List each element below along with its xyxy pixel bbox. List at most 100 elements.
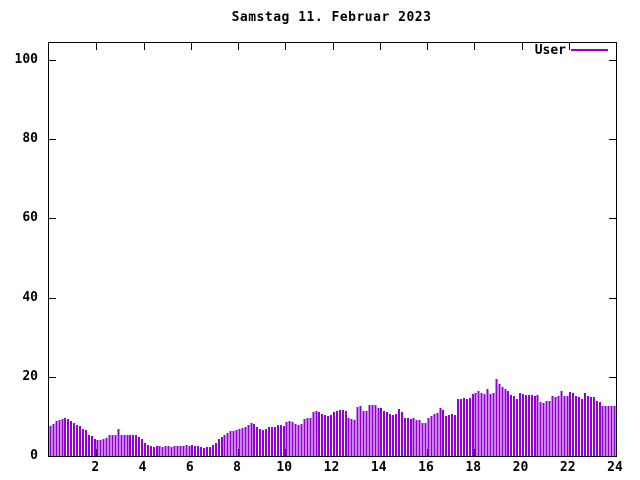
bar [412, 418, 415, 456]
bar [143, 443, 146, 456]
bar [297, 425, 300, 456]
bar [306, 418, 309, 456]
bar [560, 391, 563, 456]
bar [418, 420, 421, 456]
bar [445, 416, 448, 456]
bar [318, 412, 321, 456]
bar [394, 414, 397, 456]
bar [581, 399, 584, 456]
x-tick-label: 8 [233, 460, 241, 475]
bar [205, 447, 208, 456]
bar [73, 423, 76, 456]
x-tick-label: 6 [185, 460, 194, 475]
bar [203, 448, 206, 456]
bar [120, 435, 123, 456]
bar [214, 443, 217, 456]
bar [226, 433, 229, 456]
bar [575, 396, 578, 456]
bar [501, 387, 504, 456]
x-tick-label: 22 [559, 460, 576, 475]
bar [76, 425, 79, 456]
bar [524, 395, 527, 456]
bar [247, 425, 250, 456]
bar [141, 439, 144, 456]
bar [58, 420, 61, 456]
bar [533, 396, 536, 456]
bar [232, 431, 235, 456]
bar [415, 420, 418, 456]
y-tick-label: 60 [22, 210, 38, 226]
bar [197, 446, 200, 456]
bar [557, 396, 560, 456]
bar [300, 424, 303, 456]
bar [610, 406, 613, 456]
bar [81, 429, 84, 456]
bar [273, 427, 276, 456]
bar [223, 435, 226, 456]
bar [64, 418, 67, 456]
bar [468, 398, 471, 456]
bar [386, 412, 389, 456]
bar [327, 416, 330, 456]
bar [536, 395, 539, 456]
bar [282, 426, 285, 456]
plot-area [49, 43, 616, 456]
bar [403, 418, 406, 456]
bar [586, 396, 589, 456]
bar [185, 445, 188, 456]
bar [551, 396, 554, 456]
bar [99, 440, 102, 456]
bar [105, 438, 108, 456]
bar [93, 439, 96, 456]
bar [451, 414, 454, 456]
bar [521, 394, 524, 456]
bar [330, 415, 333, 456]
x-tick-label: 10 [276, 460, 293, 475]
y-tick-label: 100 [14, 52, 38, 67]
bar [548, 401, 551, 456]
bar [607, 406, 610, 456]
bar [200, 447, 203, 456]
bar [400, 412, 403, 456]
bar [158, 446, 161, 456]
bar [294, 424, 297, 456]
bar [324, 415, 327, 456]
bar [486, 389, 489, 456]
bar [489, 394, 492, 456]
bar [138, 437, 141, 456]
bar [495, 379, 498, 456]
bar [332, 412, 335, 456]
bar [270, 427, 273, 456]
bar [371, 405, 374, 456]
bar [265, 429, 268, 456]
bar [188, 446, 191, 456]
bar [519, 393, 522, 456]
bar [554, 397, 557, 456]
bar [146, 445, 149, 456]
bar [250, 423, 253, 456]
bar [365, 411, 368, 456]
bar [309, 418, 312, 456]
bar [67, 419, 70, 456]
bar [285, 422, 288, 456]
x-tick-label: 2 [91, 460, 100, 475]
x-tick-label: 18 [465, 460, 482, 475]
bar [179, 446, 182, 456]
bar [492, 393, 495, 456]
bar [459, 399, 462, 456]
bar [129, 435, 132, 456]
bar [170, 447, 173, 456]
bar [462, 398, 465, 456]
bar [79, 426, 82, 456]
bar [256, 427, 259, 456]
bar [572, 393, 575, 456]
bar [70, 421, 73, 456]
bar [457, 399, 460, 456]
bar [268, 427, 271, 456]
bar [279, 425, 282, 456]
bar [516, 399, 519, 456]
bar [238, 429, 241, 456]
bar [421, 423, 424, 456]
bar [191, 445, 194, 456]
bar [513, 396, 516, 456]
